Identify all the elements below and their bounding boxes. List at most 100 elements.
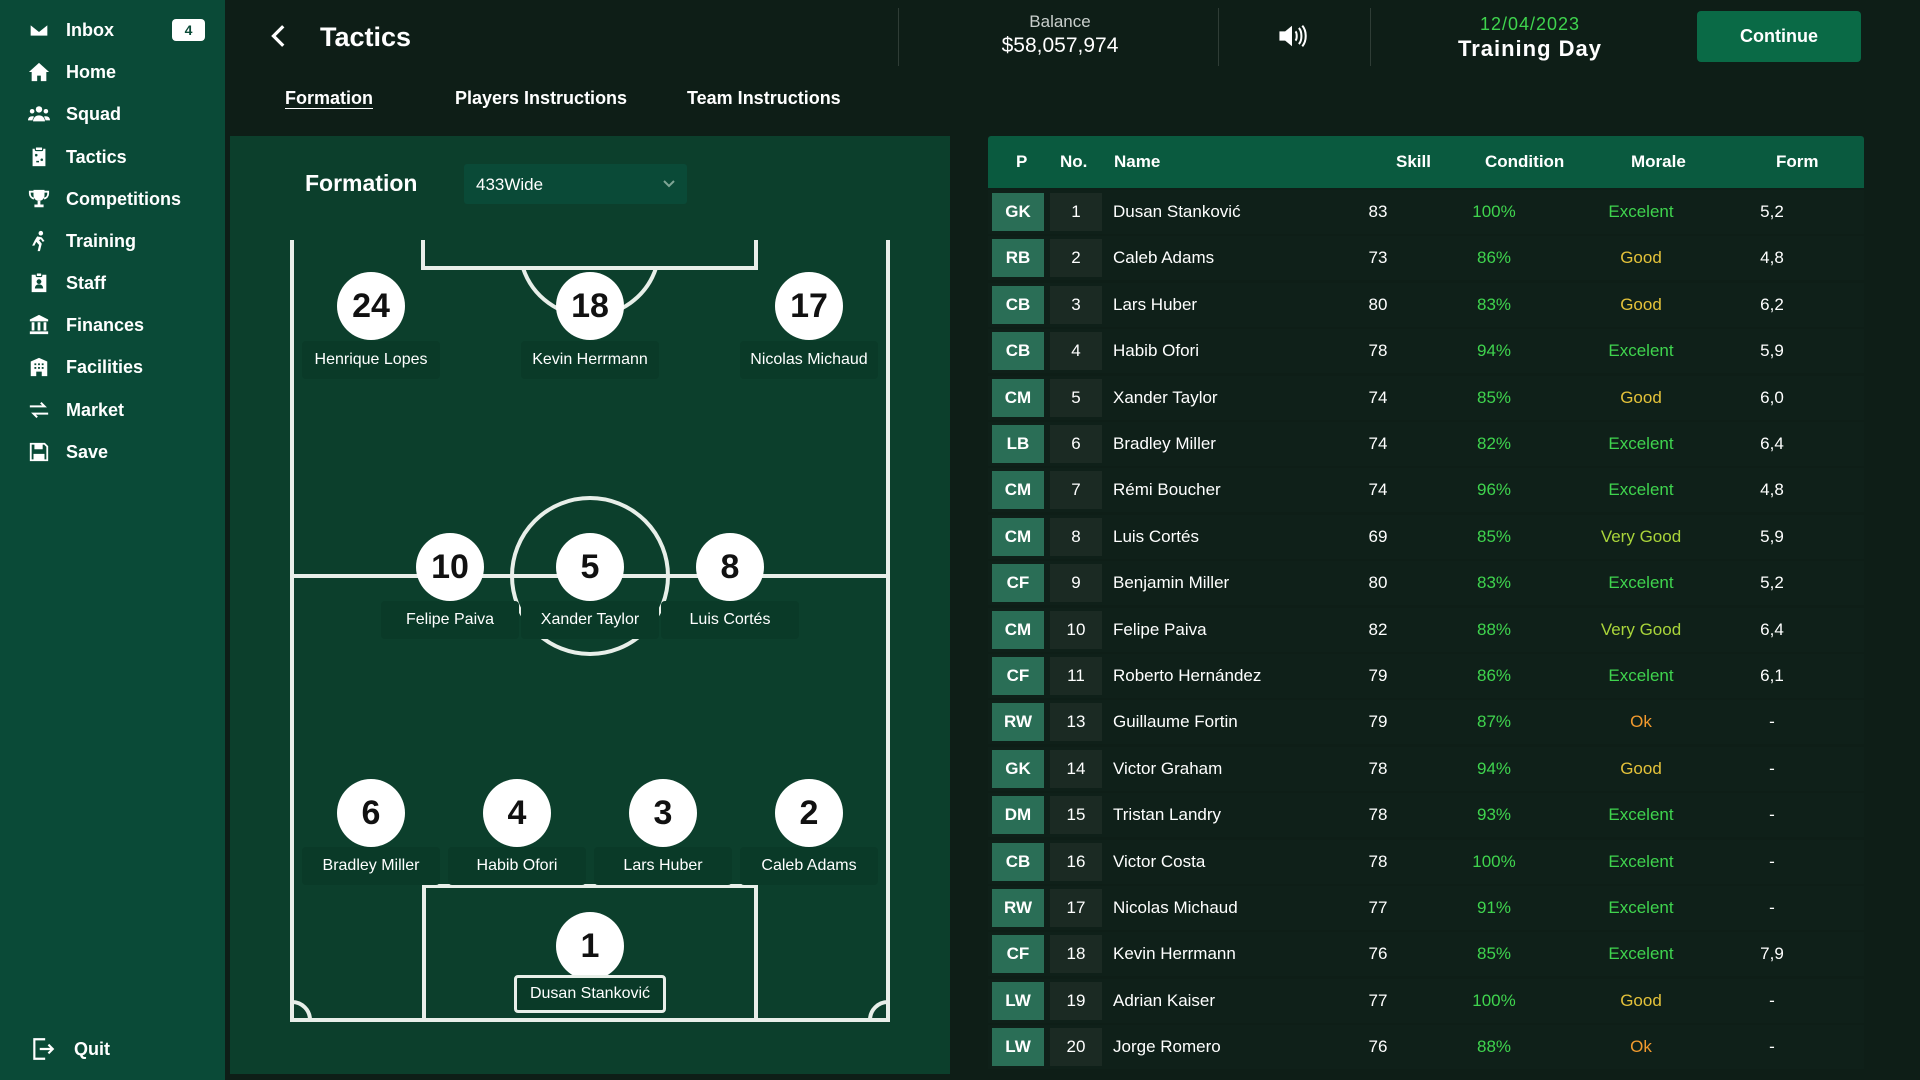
column-header-condition[interactable]: Condition	[1485, 152, 1565, 171]
tab-team-instructions[interactable]: Team Instructions	[687, 88, 841, 108]
table-row[interactable]: CB 16 Victor Costa 78 100% Excelent -	[988, 839, 1864, 884]
sidebar-item-label: Save	[66, 441, 109, 462]
table-row[interactable]: DM 15 Tristan Landry 78 93% Excelent -	[988, 793, 1864, 838]
player-skill: 69	[1368, 526, 1388, 546]
sidebar-item-finances[interactable]: Finances	[0, 305, 225, 345]
formation-select[interactable]: 433Wide	[464, 164, 687, 204]
pitch-player-name[interactable]: Xander Taylor	[521, 601, 659, 639]
tab-formation[interactable]: Formation	[285, 88, 373, 108]
table-row[interactable]: CB 3 Lars Huber 80 83% Good 6,2	[988, 282, 1864, 327]
table-row[interactable]: GK 14 Victor Graham 78 94% Good -	[988, 746, 1864, 791]
tab-players-instructions[interactable]: Players Instructions	[455, 88, 628, 108]
pitch-player-name[interactable]: Kevin Herrmann	[521, 341, 659, 379]
pitch-player-name[interactable]: Caleb Adams	[740, 847, 878, 885]
staff-badge-icon	[27, 271, 51, 295]
sound-toggle-button[interactable]	[1272, 18, 1312, 54]
sidebar-item-training[interactable]: Training	[0, 221, 225, 261]
pitch-player-name[interactable]: Habib Ofori	[448, 847, 586, 885]
pitch-player-name[interactable]: Felipe Paiva	[381, 601, 519, 639]
player-form: -	[1769, 851, 1775, 871]
pitch-player-number[interactable]: 4	[483, 779, 551, 847]
pitch-player-number[interactable]: 1	[556, 912, 624, 980]
shirt-number: 17	[1050, 889, 1102, 927]
position-badge: CM	[992, 517, 1044, 556]
player-condition: 88%	[1476, 619, 1512, 639]
pitch-player-number[interactable]: 6	[337, 779, 405, 847]
pitch-player-name[interactable]: Nicolas Michaud	[740, 341, 878, 379]
table-row[interactable]: GK 1 Dusan Stanković 83 100% Excelent 5,2	[988, 190, 1864, 234]
player-condition: 96%	[1476, 480, 1512, 500]
pitch-player-name[interactable]: Henrique Lopes	[302, 341, 440, 379]
table-row[interactable]: LW 20 Jorge Romero 76 88% Ok -	[988, 1025, 1864, 1070]
table-row[interactable]: CM 7 Rémi Boucher 74 96% Excelent 4,8	[988, 468, 1864, 513]
pitch-player-number[interactable]: 5	[556, 533, 624, 601]
quit-button[interactable]: Quit	[0, 1029, 225, 1069]
player-name: Dusan Stanković	[1113, 202, 1241, 221]
player-condition: 85%	[1476, 944, 1512, 964]
column-header-number[interactable]: No.	[1060, 152, 1088, 171]
shirt-number: 15	[1050, 796, 1102, 835]
column-header-position[interactable]: P	[1016, 152, 1028, 171]
column-header-skill[interactable]: Skill	[1396, 152, 1431, 171]
sidebar-item-label: Home	[66, 61, 117, 82]
pitch-player-number[interactable]: 18	[556, 272, 624, 340]
sidebar-item-save[interactable]: Save	[0, 432, 225, 472]
pitch-player-number[interactable]: 10	[416, 533, 484, 601]
player-form: 6,4	[1760, 619, 1784, 639]
table-row[interactable]: CF 18 Kevin Herrmann 76 85% Excelent 7,9	[988, 932, 1864, 977]
pitch-player-name[interactable]: Dusan Stanković	[514, 975, 666, 1013]
shirt-number: 13	[1050, 703, 1102, 742]
sidebar-item-squad[interactable]: Squad	[0, 94, 225, 134]
table-row[interactable]: CM 5 Xander Taylor 74 85% Good 6,0	[988, 375, 1864, 420]
chevron-down-icon	[663, 180, 675, 188]
pitch-player-name[interactable]: Luis Cortés	[661, 601, 799, 639]
player-name: Habib Ofori	[1113, 341, 1199, 361]
table-row[interactable]: CM 8 Luis Cortés 69 85% Very Good 5,9	[988, 514, 1864, 559]
player-condition: 91%	[1476, 898, 1512, 917]
player-form: 4,8	[1760, 480, 1784, 500]
column-header-form[interactable]: Form	[1776, 152, 1819, 171]
save-icon	[27, 440, 51, 464]
player-form: 6,4	[1760, 434, 1784, 453]
table-row[interactable]: CB 4 Habib Ofori 78 94% Excelent 5,9	[988, 329, 1864, 374]
sidebar-item-inbox[interactable]: Inbox 4	[0, 10, 225, 50]
table-row[interactable]: CF 9 Benjamin Miller 80 83% Excelent 5,2	[988, 561, 1864, 606]
pitch-player-number[interactable]: 24	[337, 272, 405, 340]
table-row[interactable]: RB 2 Caleb Adams 73 86% Good 4,8	[988, 236, 1864, 281]
sidebar-item-competitions[interactable]: Competitions	[0, 179, 225, 219]
pitch-player-number[interactable]: 2	[775, 779, 843, 847]
table-row[interactable]: RW 13 Guillaume Fortin 79 87% Ok -	[988, 700, 1864, 745]
pitch-player-name[interactable]: Lars Huber	[594, 847, 732, 885]
player-morale: Good	[1620, 294, 1662, 314]
player-condition: 88%	[1476, 1037, 1512, 1057]
table-row[interactable]: RW 17 Nicolas Michaud 77 91% Excelent -	[988, 886, 1864, 930]
player-condition: 87%	[1476, 712, 1512, 732]
balance-display: Balance $58,057,974	[900, 12, 1220, 58]
continue-button[interactable]: Continue	[1697, 11, 1861, 62]
table-row[interactable]: CF 11 Roberto Hernández 79 86% Excelent 6,1	[988, 654, 1864, 698]
back-button[interactable]	[262, 18, 298, 54]
sidebar-item-facilities[interactable]: Facilities	[0, 347, 225, 387]
column-header-morale[interactable]: Morale	[1631, 152, 1686, 171]
table-row[interactable]: CM 10 Felipe Paiva 82 88% Very Good 6,4	[988, 607, 1864, 652]
sidebar-item-label: Squad	[66, 103, 122, 124]
sidebar-item-market[interactable]: Market	[0, 390, 225, 430]
player-morale: Very Good	[1600, 526, 1682, 546]
sidebar-item-home[interactable]: Home	[0, 52, 225, 92]
position-badge: RW	[992, 703, 1044, 742]
table-row[interactable]: LW 19 Adrian Kaiser 77 100% Good -	[988, 978, 1864, 1023]
sidebar-item-label: Inbox	[66, 19, 114, 40]
player-morale: Very Good	[1600, 619, 1682, 639]
pitch-player-name[interactable]: Bradley Miller	[302, 847, 440, 885]
sidebar-item-tactics[interactable]: Tactics	[0, 137, 225, 177]
pitch-player-number[interactable]: 17	[775, 272, 843, 340]
pitch-player-number[interactable]: 3	[629, 779, 697, 847]
player-morale: Excelent	[1608, 805, 1674, 825]
column-header-name[interactable]: Name	[1114, 152, 1161, 171]
player-skill: 77	[1368, 990, 1388, 1010]
trophy-icon	[27, 187, 51, 211]
table-row[interactable]: LB 6 Bradley Miller 74 82% Excelent 6,4	[988, 422, 1864, 466]
sidebar-item-staff[interactable]: Staff	[0, 263, 225, 303]
pitch-player-number[interactable]: 8	[696, 533, 764, 601]
player-name: Roberto Hernández	[1113, 666, 1262, 685]
